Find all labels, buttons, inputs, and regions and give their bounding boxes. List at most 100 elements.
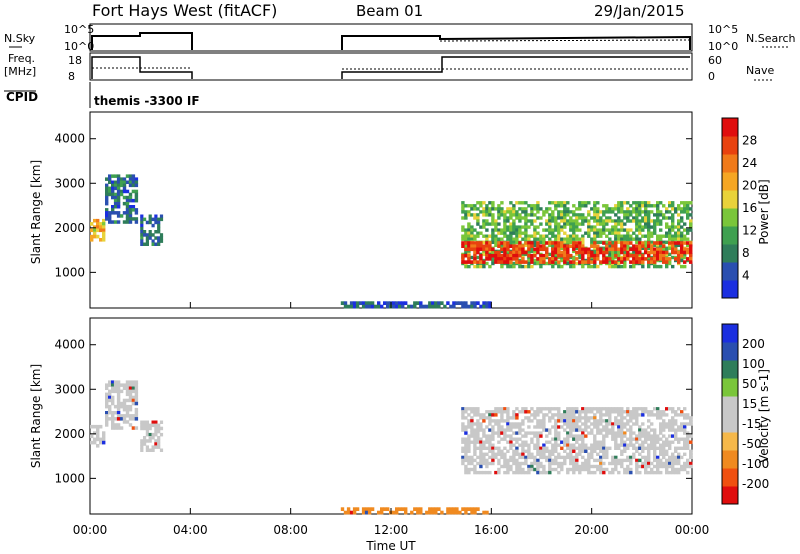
data-cell [641,464,645,469]
data-cell [512,413,516,417]
data-cell [470,510,474,515]
data-cell [635,244,639,248]
data-cell [551,243,555,247]
data-cell [509,231,513,235]
data-cell [662,461,666,466]
data-cell [686,228,690,232]
data-cell [557,431,561,435]
data-cell [452,301,456,305]
data-cell [470,228,474,232]
data-cell [470,241,474,245]
data-cell [518,422,522,426]
data-cell [476,455,480,460]
data-cell [611,219,615,223]
data-cell [662,410,666,414]
data-cell [659,243,663,247]
data-cell [572,413,576,417]
data-cell [485,247,489,252]
data-cell [569,458,573,463]
x-tick-label: 08:00 [273,523,308,537]
data-cell [656,213,660,217]
data-cell [545,261,549,266]
data-cell [611,244,615,248]
data-cell [494,257,498,261]
data-cell [602,222,606,226]
data-cell [668,210,672,214]
data-cell [671,461,675,466]
data-cell [683,264,687,269]
data-cell [157,445,161,449]
data-cell [151,239,155,243]
data-cell [461,304,465,309]
data-cell [635,222,639,226]
data-cell [482,222,486,226]
data-cell [560,228,564,232]
x-tick-label: 00:00 [73,523,108,537]
data-cell [581,201,585,205]
colorbar-tick-label: -100 [742,457,769,471]
data-cell [653,253,657,258]
data-cell [428,304,432,309]
data-cell [521,470,525,475]
data-cell [116,423,121,427]
data-cell [140,214,144,218]
data-cell [653,443,657,447]
data-cell [596,407,600,411]
data-cell [611,255,615,260]
data-cell [473,437,477,441]
data-cell [134,208,139,212]
data-cell [521,428,525,432]
data-cell [596,467,600,472]
data-cell [593,443,597,447]
data-cell [638,452,642,456]
data-cell [464,253,468,258]
data-cell [671,219,675,223]
data-region-5 [340,301,492,309]
data-cell [584,204,588,208]
data-cell [572,446,576,450]
data-cell [148,426,152,431]
data-cell [623,241,627,245]
data-cell [509,264,513,269]
data-cell [674,470,678,475]
data-cell [488,222,492,226]
colorbar-swatch [722,172,738,191]
data-cell [506,410,510,414]
data-cell [578,425,582,429]
data-cell [434,507,438,511]
data-cell [533,443,537,447]
data-region-4 [461,241,693,264]
data-cell [557,461,561,466]
data-cell [548,216,552,220]
y-tick-label: 3000 [54,176,85,190]
data-cell [485,250,489,255]
data-cell [503,222,507,226]
data-cell [566,410,570,414]
data-cell [629,237,633,241]
colorbar-tick-label: 12 [742,224,757,238]
data-cell [680,422,684,426]
data-cell [416,507,420,511]
data-cell [560,250,564,255]
data-cell [125,208,130,212]
data-cell [467,237,471,241]
data-cell [548,243,552,247]
data-cell [668,225,672,229]
data-cell [539,449,543,453]
data-cell [358,301,363,305]
data-cell [116,407,121,412]
data-cell [479,204,483,208]
data-cell [485,237,489,241]
data-cell [93,231,97,236]
data-cell [554,419,558,423]
data-cell [626,446,630,450]
colorbar-swatch [722,396,738,415]
data-cell [608,407,612,411]
data-cell [572,225,576,229]
data-cell [659,234,663,238]
data-cell [536,250,540,255]
data-cell [662,204,666,208]
data-cell [665,210,669,214]
data-cell [602,461,606,466]
data-cell [617,210,621,214]
